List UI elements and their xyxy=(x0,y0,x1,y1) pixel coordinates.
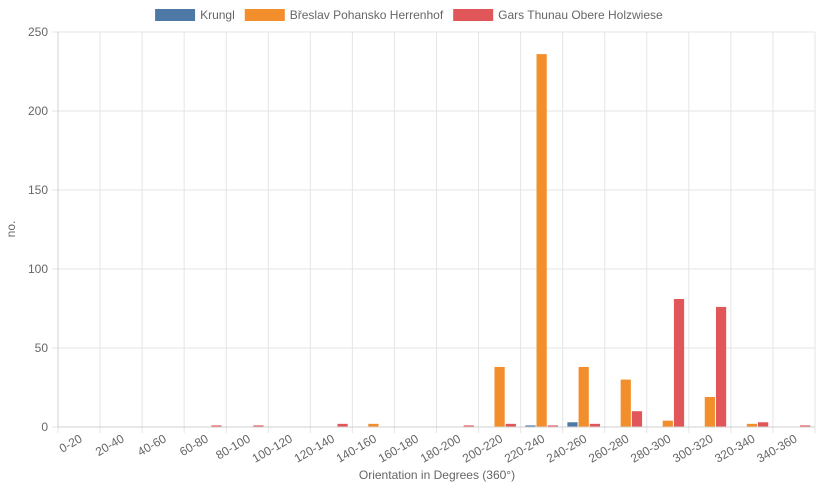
x-tick-label: 260-280 xyxy=(586,431,631,465)
x-tick-label: 120-140 xyxy=(292,431,337,465)
legend: Krungl Břeslav Pohansko Herrenhof Gars Thu… xyxy=(155,8,663,22)
bar-gars-thunau-obere-holzwiese-220-240 xyxy=(547,425,558,427)
bar-gars-thunau-obere-holzwiese-260-280 xyxy=(631,411,643,427)
x-tick-label: 80-100 xyxy=(213,431,253,462)
y-tick-label: 100 xyxy=(28,262,48,276)
bar-gars-thunau-obere-holzwiese-120-140 xyxy=(337,423,348,427)
x-tick-label: 320-340 xyxy=(712,431,757,465)
y-axis-title: no. xyxy=(4,221,18,238)
legend-label: Břeslav Pohansko Herrenhof xyxy=(290,8,444,22)
bar-gars-thunau-obere-holzwiese-60-80 xyxy=(211,425,222,427)
y-tick-label: 0 xyxy=(41,420,48,434)
y-tick-label: 200 xyxy=(28,104,48,118)
axes: 0 50 100 150 200 250 0-20 20-40 40-60 60-80 80-100… xyxy=(28,25,815,466)
x-axis-title: Orientation in Degrees (360°) xyxy=(359,468,515,482)
x-tick-label: 220-240 xyxy=(502,431,547,465)
bar-gars-thunau-obere-holzwiese-200-220 xyxy=(505,423,516,427)
bar-gars-thunau-obere-holzwiese-340-360 xyxy=(800,425,811,427)
bar-b-eslav-pohansko-herrenhof-140-160 xyxy=(368,423,379,427)
x-tick-label: 280-300 xyxy=(628,431,673,465)
bars xyxy=(211,54,811,428)
x-tick-label: 200-220 xyxy=(460,431,505,465)
x-tick-label: 160-180 xyxy=(376,431,421,465)
bar-krungl-240-260 xyxy=(567,422,578,427)
legend-label: Krungl xyxy=(200,8,235,22)
x-tick-label: 40-60 xyxy=(135,431,169,459)
x-tick-label: 340-360 xyxy=(754,431,799,465)
bar-gars-thunau-obere-holzwiese-240-260 xyxy=(589,423,601,427)
legend-label: Gars Thunau Obere Holzwiese xyxy=(498,8,663,22)
legend-item-gars-thunau-obere-holzwiese[interactable]: Gars Thunau Obere Holzwiese xyxy=(453,8,663,22)
y-tick-label: 250 xyxy=(28,25,48,39)
legend-swatch xyxy=(453,9,494,21)
bar-gars-thunau-obere-holzwiese-320-340 xyxy=(758,422,769,427)
x-tick-label: 0-20 xyxy=(57,431,85,455)
x-tick-label: 140-160 xyxy=(334,431,379,465)
x-tick-label: 180-200 xyxy=(418,431,463,465)
bar-b-eslav-pohansko-herrenhof-200-220 xyxy=(494,366,505,427)
bar-b-eslav-pohansko-herrenhof-300-320 xyxy=(704,396,715,427)
bar-gars-thunau-obere-holzwiese-180-200 xyxy=(463,425,474,427)
x-tick-label: 240-260 xyxy=(544,431,589,465)
x-tick-label: 100-120 xyxy=(250,431,295,465)
legend-swatch xyxy=(155,9,196,21)
bar-krungl-220-240 xyxy=(525,425,536,427)
x-tick-label: 20-40 xyxy=(93,431,127,459)
x-tick-label: 60-80 xyxy=(177,431,211,459)
bar-b-eslav-pohansko-herrenhof-240-260 xyxy=(578,366,589,427)
legend-item-b-eslav-pohansko-herrenhof[interactable]: Břeslav Pohansko Herrenhof xyxy=(244,8,444,22)
bar-b-eslav-pohansko-herrenhof-220-240 xyxy=(536,54,547,428)
grid xyxy=(57,31,816,433)
bar-b-eslav-pohansko-herrenhof-320-340 xyxy=(746,423,758,427)
legend-item-krungl[interactable]: Krungl xyxy=(155,8,235,22)
y-tick-label: 50 xyxy=(35,341,49,355)
y-tick-label: 150 xyxy=(28,183,48,197)
bar-b-eslav-pohansko-herrenhof-280-300 xyxy=(662,420,673,427)
bar-gars-thunau-obere-holzwiese-280-300 xyxy=(673,299,685,427)
legend-swatch xyxy=(244,9,285,21)
x-tick-label: 300-320 xyxy=(670,431,715,465)
bar-b-eslav-pohansko-herrenhof-260-280 xyxy=(620,379,631,427)
bar-gars-thunau-obere-holzwiese-80-100 xyxy=(253,425,264,427)
bar-gars-thunau-obere-holzwiese-300-320 xyxy=(715,306,727,427)
